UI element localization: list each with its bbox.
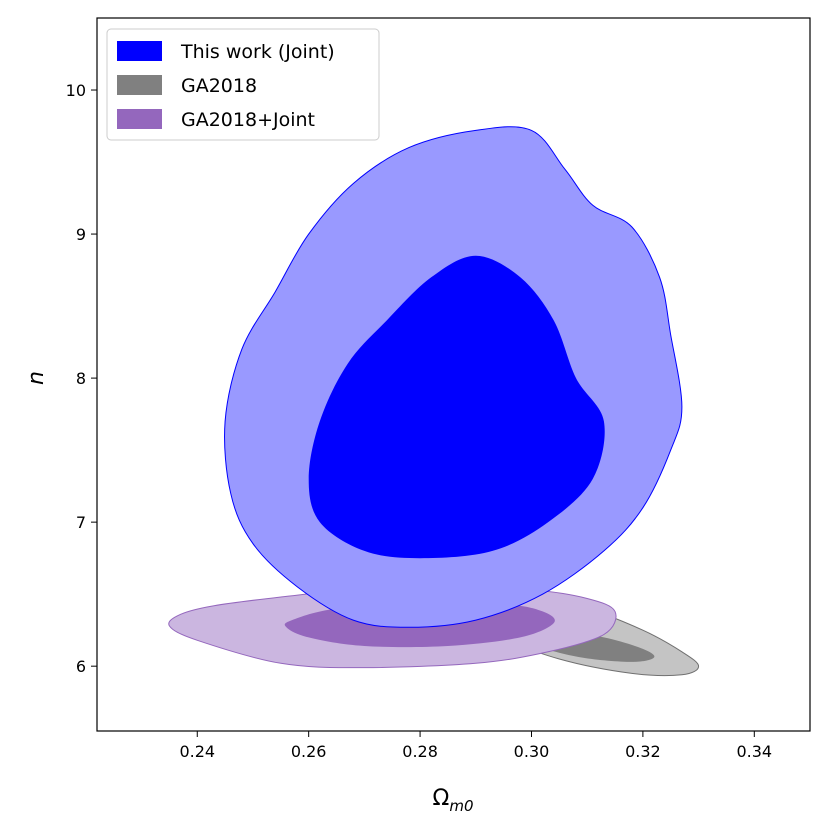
- legend: This work (Joint) GA2018 GA2018+Joint: [106, 28, 380, 141]
- legend-swatch: [117, 109, 162, 129]
- x-tick-label: 0.30: [514, 742, 550, 761]
- contour-layer: [168, 126, 700, 677]
- legend-label: GA2018: [181, 75, 257, 97]
- x-axis-ticks: 0.24 0.26 0.28 0.30 0.32 0.34: [179, 731, 772, 761]
- x-tick-label: 0.26: [291, 742, 327, 761]
- y-tick-label: 8: [76, 369, 86, 388]
- y-tick-label: 6: [76, 657, 86, 676]
- legend-swatch: [117, 41, 162, 61]
- legend-label: GA2018+Joint: [181, 109, 315, 131]
- legend-box: [106, 28, 380, 141]
- x-tick-label: 0.28: [402, 742, 438, 761]
- x-axis-label: Ωm0: [433, 786, 474, 815]
- this-work-joint-contour-68: [308, 255, 605, 559]
- y-axis-label: n: [24, 371, 49, 385]
- y-axis-ticks: 6 7 8 9 10: [66, 81, 97, 676]
- y-tick-label: 7: [76, 513, 86, 532]
- x-tick-label: 0.34: [736, 742, 772, 761]
- x-tick-label: 0.32: [625, 742, 661, 761]
- plot-frame: [96, 17, 811, 732]
- legend-swatch: [117, 75, 162, 95]
- y-tick-label: 9: [76, 225, 86, 244]
- x-tick-label: 0.24: [179, 742, 215, 761]
- legend-label: This work (Joint): [180, 41, 335, 63]
- y-tick-label: 10: [66, 81, 86, 100]
